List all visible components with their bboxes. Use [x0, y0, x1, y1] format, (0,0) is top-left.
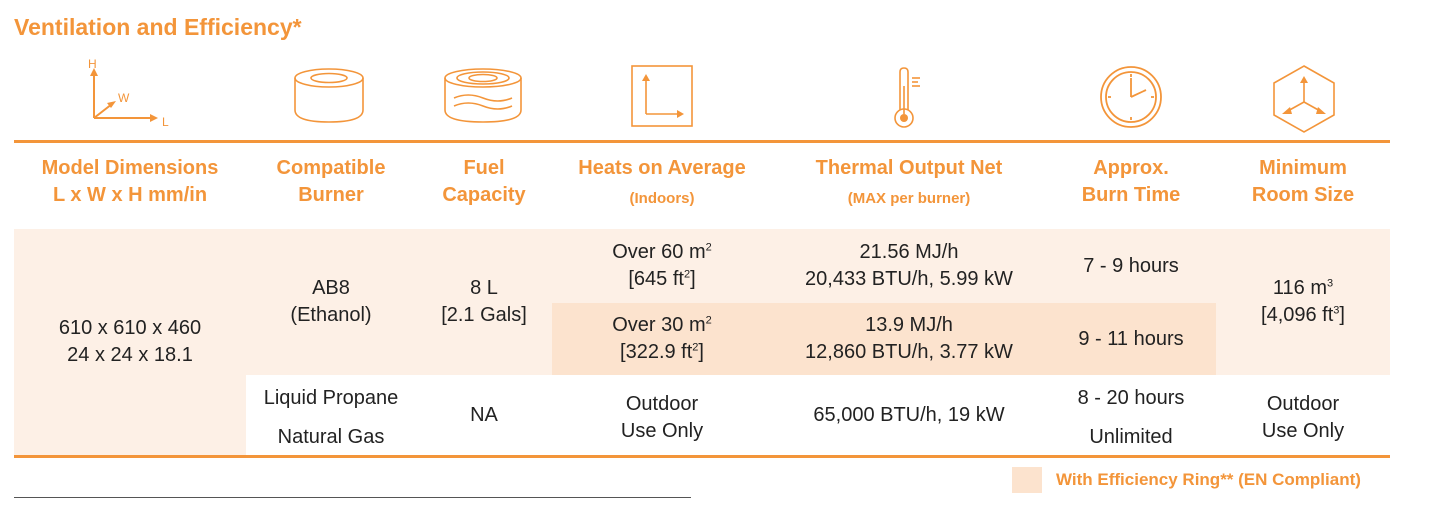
gas-output-cell: 65,000 BTU/h, 19 kW: [813, 403, 1005, 426]
header-thermal-output: Thermal Output Net (MAX per burner): [815, 157, 1003, 207]
burn-standard-cell: 7 - 9 hours: [1083, 254, 1179, 277]
header-burn-time: Approx. Burn Time: [1081, 157, 1181, 206]
gas-burner-lp-cell: Liquid Propane: [263, 386, 399, 409]
header-dimensions: Model Dimensions L x W x H mm/in: [41, 157, 219, 206]
gas-burn-ng-cell: Unlimited: [1089, 425, 1173, 448]
header-burner: Compatible Burner: [276, 157, 386, 206]
gas-heats-cell: Outdoor Use Only: [620, 393, 704, 442]
efficiency-ring-row-background: [552, 303, 1216, 375]
burner-icon: [294, 68, 364, 123]
dimensions-cell: 610 x 610 x 460 24 x 24 x 18.1: [58, 317, 202, 366]
header-top-rule: [14, 140, 1390, 143]
output-ring-cell: 13.9 MJ/h 12,860 BTU/h, 3.77 kW: [805, 314, 1013, 363]
header-fuel-capacity: Fuel Capacity: [442, 157, 526, 206]
floor-area-icon: [631, 65, 693, 127]
thermometer-icon: [894, 67, 920, 128]
legend-swatch: [1012, 467, 1042, 493]
ethanol-burner-cell: AB8 (Ethanol): [290, 277, 372, 326]
gas-burner-ng-cell: Natural Gas: [277, 425, 385, 448]
burn-ring-cell: 9 - 11 hours: [1078, 327, 1184, 350]
room-ethanol-cell: 116 m3 [4,096 ft3]: [1261, 277, 1345, 326]
clock-icon: [1100, 66, 1162, 128]
gas-burn-lp-cell: 8 - 20 hours: [1077, 386, 1185, 409]
dimensions-cell-background: [14, 375, 246, 455]
table-bottom-rule: [14, 455, 1390, 458]
header-heats-on-average: Heats on Average (Indoors): [578, 157, 746, 207]
heats-ring-cell: Over 30 m2 [322.9 ft2]: [612, 314, 712, 363]
ethanol-capacity-cell: 8 L [2.1 Gals]: [441, 277, 527, 326]
header-room-size: Minimum Room Size: [1251, 157, 1355, 206]
output-standard-cell: 21.56 MJ/h 20,433 BTU/h, 5.99 kW: [805, 241, 1013, 290]
fuel-tank-icon: [444, 68, 522, 123]
dimension-w-label: W: [118, 91, 130, 105]
heats-standard-cell: Over 60 m2 [645 ft2]: [612, 241, 712, 290]
dimension-l-label: L: [162, 115, 169, 129]
gas-capacity-cell: NA: [470, 403, 498, 426]
page-title: Ventilation and Efficiency*: [14, 14, 302, 40]
legend-label: With Efficiency Ring** (EN Compliant): [1056, 470, 1361, 489]
dimensions-icon: H W L: [88, 57, 169, 129]
room-volume-icon: [1273, 65, 1335, 133]
dimension-h-label: H: [88, 57, 97, 71]
footnote-divider: [14, 497, 691, 498]
gas-room-cell: Outdoor Use Only: [1261, 393, 1345, 442]
